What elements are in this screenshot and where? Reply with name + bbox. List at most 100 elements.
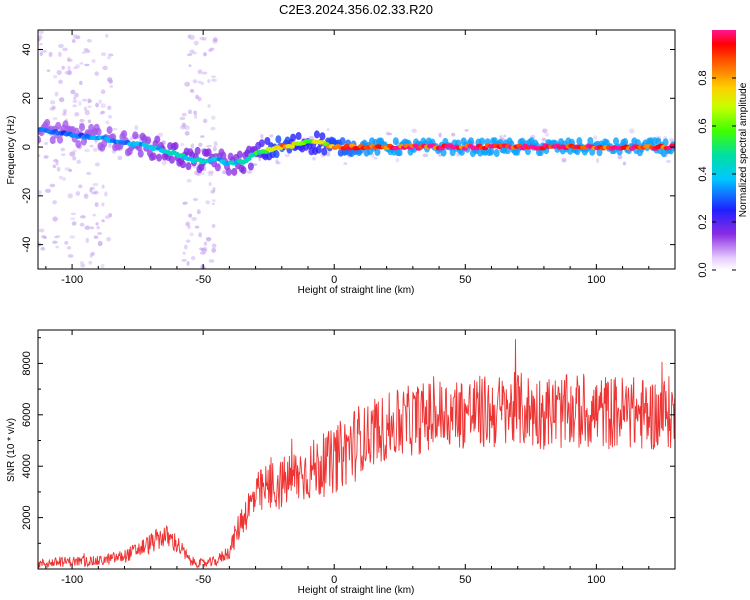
- spectrogram-noise-point: [63, 108, 67, 114]
- spectrogram-noise-point: [58, 43, 64, 49]
- spectrogram-noise-point: [343, 162, 348, 165]
- colorbar-ticks: 0.0 0.2 0.4 0.6 0.8: [697, 70, 736, 278]
- spectrogram-ridge-halo: [121, 130, 128, 139]
- spectrogram-noise-point: [55, 245, 59, 249]
- spectrogram-noise-point: [54, 91, 59, 97]
- spectrogram-noise-point: [203, 241, 208, 246]
- spectrogram-noise-point: [185, 239, 191, 243]
- spectrogram-xtick-label: 0: [331, 274, 337, 286]
- spectrogram-ridge-halo: [168, 155, 175, 164]
- spectrogram-noise-point: [58, 175, 64, 180]
- spectrogram-ytick-label: -20: [21, 188, 33, 204]
- spectrogram-noise-point: [64, 241, 69, 245]
- spectrogram-noise-point: [182, 201, 189, 205]
- spectrogram-noise-point: [84, 63, 90, 67]
- spectrogram-ridge-halo: [55, 121, 62, 130]
- spectrogram-noise-point: [541, 137, 546, 142]
- spectrogram-ylabel: Frequency (Hz): [6, 116, 17, 185]
- spectrogram-noise-point: [451, 132, 456, 137]
- spectrogram-xlabel: Height of straight line (km): [298, 285, 415, 296]
- spectrogram-noise-point: [373, 156, 378, 160]
- spectrogram-ridge-halo: [220, 151, 227, 160]
- spectrogram-noise-point: [190, 256, 196, 261]
- snr-line: [38, 339, 675, 569]
- snr-xlabel: Height of straight line (km): [298, 585, 415, 596]
- spectrogram-ridge-halo: [154, 135, 161, 144]
- spectrogram-ridge-halo: [488, 147, 495, 156]
- spectrogram-noise-point: [107, 114, 113, 119]
- spectrogram-ytick-label: 20: [21, 92, 33, 104]
- spectrogram-noise-point: [193, 110, 197, 115]
- spectrogram-noise-point: [213, 141, 218, 147]
- spectrogram-noise-point: [189, 34, 195, 40]
- spectrogram-noise-point: [186, 261, 190, 266]
- spectrogram-noise-point: [105, 33, 109, 38]
- spectrogram-noise-point: [186, 178, 192, 183]
- spectrogram-noise-point: [208, 259, 215, 263]
- spectrogram-noise-point: [246, 170, 253, 174]
- spectrogram-noise-point: [67, 254, 74, 258]
- spectrogram-noise-point: [56, 166, 61, 172]
- spectrogram-noise-point: [78, 100, 82, 106]
- snr-ytick-label: 6000: [21, 403, 33, 427]
- spectrogram-noise-point: [184, 131, 190, 136]
- spectrogram-noise-point: [107, 53, 114, 57]
- spectrogram-noise-point: [79, 222, 85, 227]
- spectrogram-noise-point: [198, 142, 203, 147]
- spectrogram-noise-point: [312, 156, 316, 161]
- spectrogram-noise-point: [189, 232, 194, 237]
- spectrogram-noise-point: [209, 47, 215, 51]
- spectrogram-noise-point: [108, 213, 113, 218]
- spectrogram-ridge-halo: [315, 145, 322, 154]
- spectrogram-noise-point: [106, 56, 112, 60]
- spectrogram-ridge-halo: [339, 137, 346, 146]
- spectrogram-ridge-halo: [231, 167, 238, 176]
- spectrogram-noise-point: [67, 193, 73, 199]
- spectrogram-noise-point: [91, 251, 95, 256]
- spectrogram-noise-point: [93, 190, 98, 195]
- spectrogram-ridge-halo: [185, 162, 192, 171]
- spectrogram-noise-point: [134, 125, 139, 131]
- spectrogram-ridge-halo: [172, 141, 179, 150]
- spectrogram-noise-point: [561, 158, 566, 162]
- spectrogram-noise-point: [94, 71, 99, 77]
- spectrogram-ridge-halo: [179, 160, 186, 169]
- spectrogram-noise-point: [92, 213, 96, 217]
- spectrogram-noise-point: [211, 199, 216, 203]
- spectrogram-ridge-halo: [106, 126, 113, 135]
- spectrogram-noise-point: [52, 200, 58, 205]
- spectrogram-noise-point: [211, 75, 216, 78]
- spectrogram-noise-point: [70, 212, 77, 216]
- spectrogram-noise-point: [43, 156, 49, 159]
- spectrogram-noise-point: [87, 105, 92, 108]
- spectrogram-noise-point: [89, 144, 94, 148]
- spectrogram-noise-point: [94, 202, 99, 208]
- spectrogram-noise-point: [438, 153, 442, 157]
- spectrogram-noise-point: [41, 50, 47, 53]
- spectrogram-noise-point: [202, 118, 208, 124]
- spectrogram-noise-point: [617, 154, 623, 160]
- spectrogram-noise-point: [85, 237, 90, 244]
- spectrogram-noise-point: [80, 215, 86, 219]
- spectrogram-noise-point: [75, 64, 80, 69]
- spectrogram-noise-point: [89, 188, 93, 193]
- spectrogram-noise-point: [192, 197, 199, 201]
- spectrogram-noise-point: [326, 128, 330, 132]
- spectrogram-noise-point: [53, 74, 58, 79]
- spectrogram-noise-point: [422, 153, 429, 158]
- spectrogram-ridge-halo: [145, 136, 152, 145]
- spectrogram-noise-point: [622, 161, 627, 166]
- spectrogram-ridge-halo: [132, 131, 139, 140]
- spectrogram-noise-point: [52, 117, 58, 120]
- spectrogram-noise-point: [207, 104, 211, 109]
- spectrogram-noise-point: [212, 39, 218, 44]
- spectrogram-ridge-halo: [440, 148, 447, 157]
- spectrogram-noise-point: [96, 232, 103, 235]
- spectrogram-noise-point: [79, 80, 83, 86]
- spectrogram-noise-point: [87, 119, 92, 124]
- spectrogram-noise-point: [83, 193, 89, 199]
- spectrogram-noise-point: [107, 105, 112, 111]
- spectrogram-noise-point: [107, 78, 113, 83]
- spectrogram-noise-point: [69, 151, 76, 157]
- spectrogram-ridge-halo: [319, 132, 326, 141]
